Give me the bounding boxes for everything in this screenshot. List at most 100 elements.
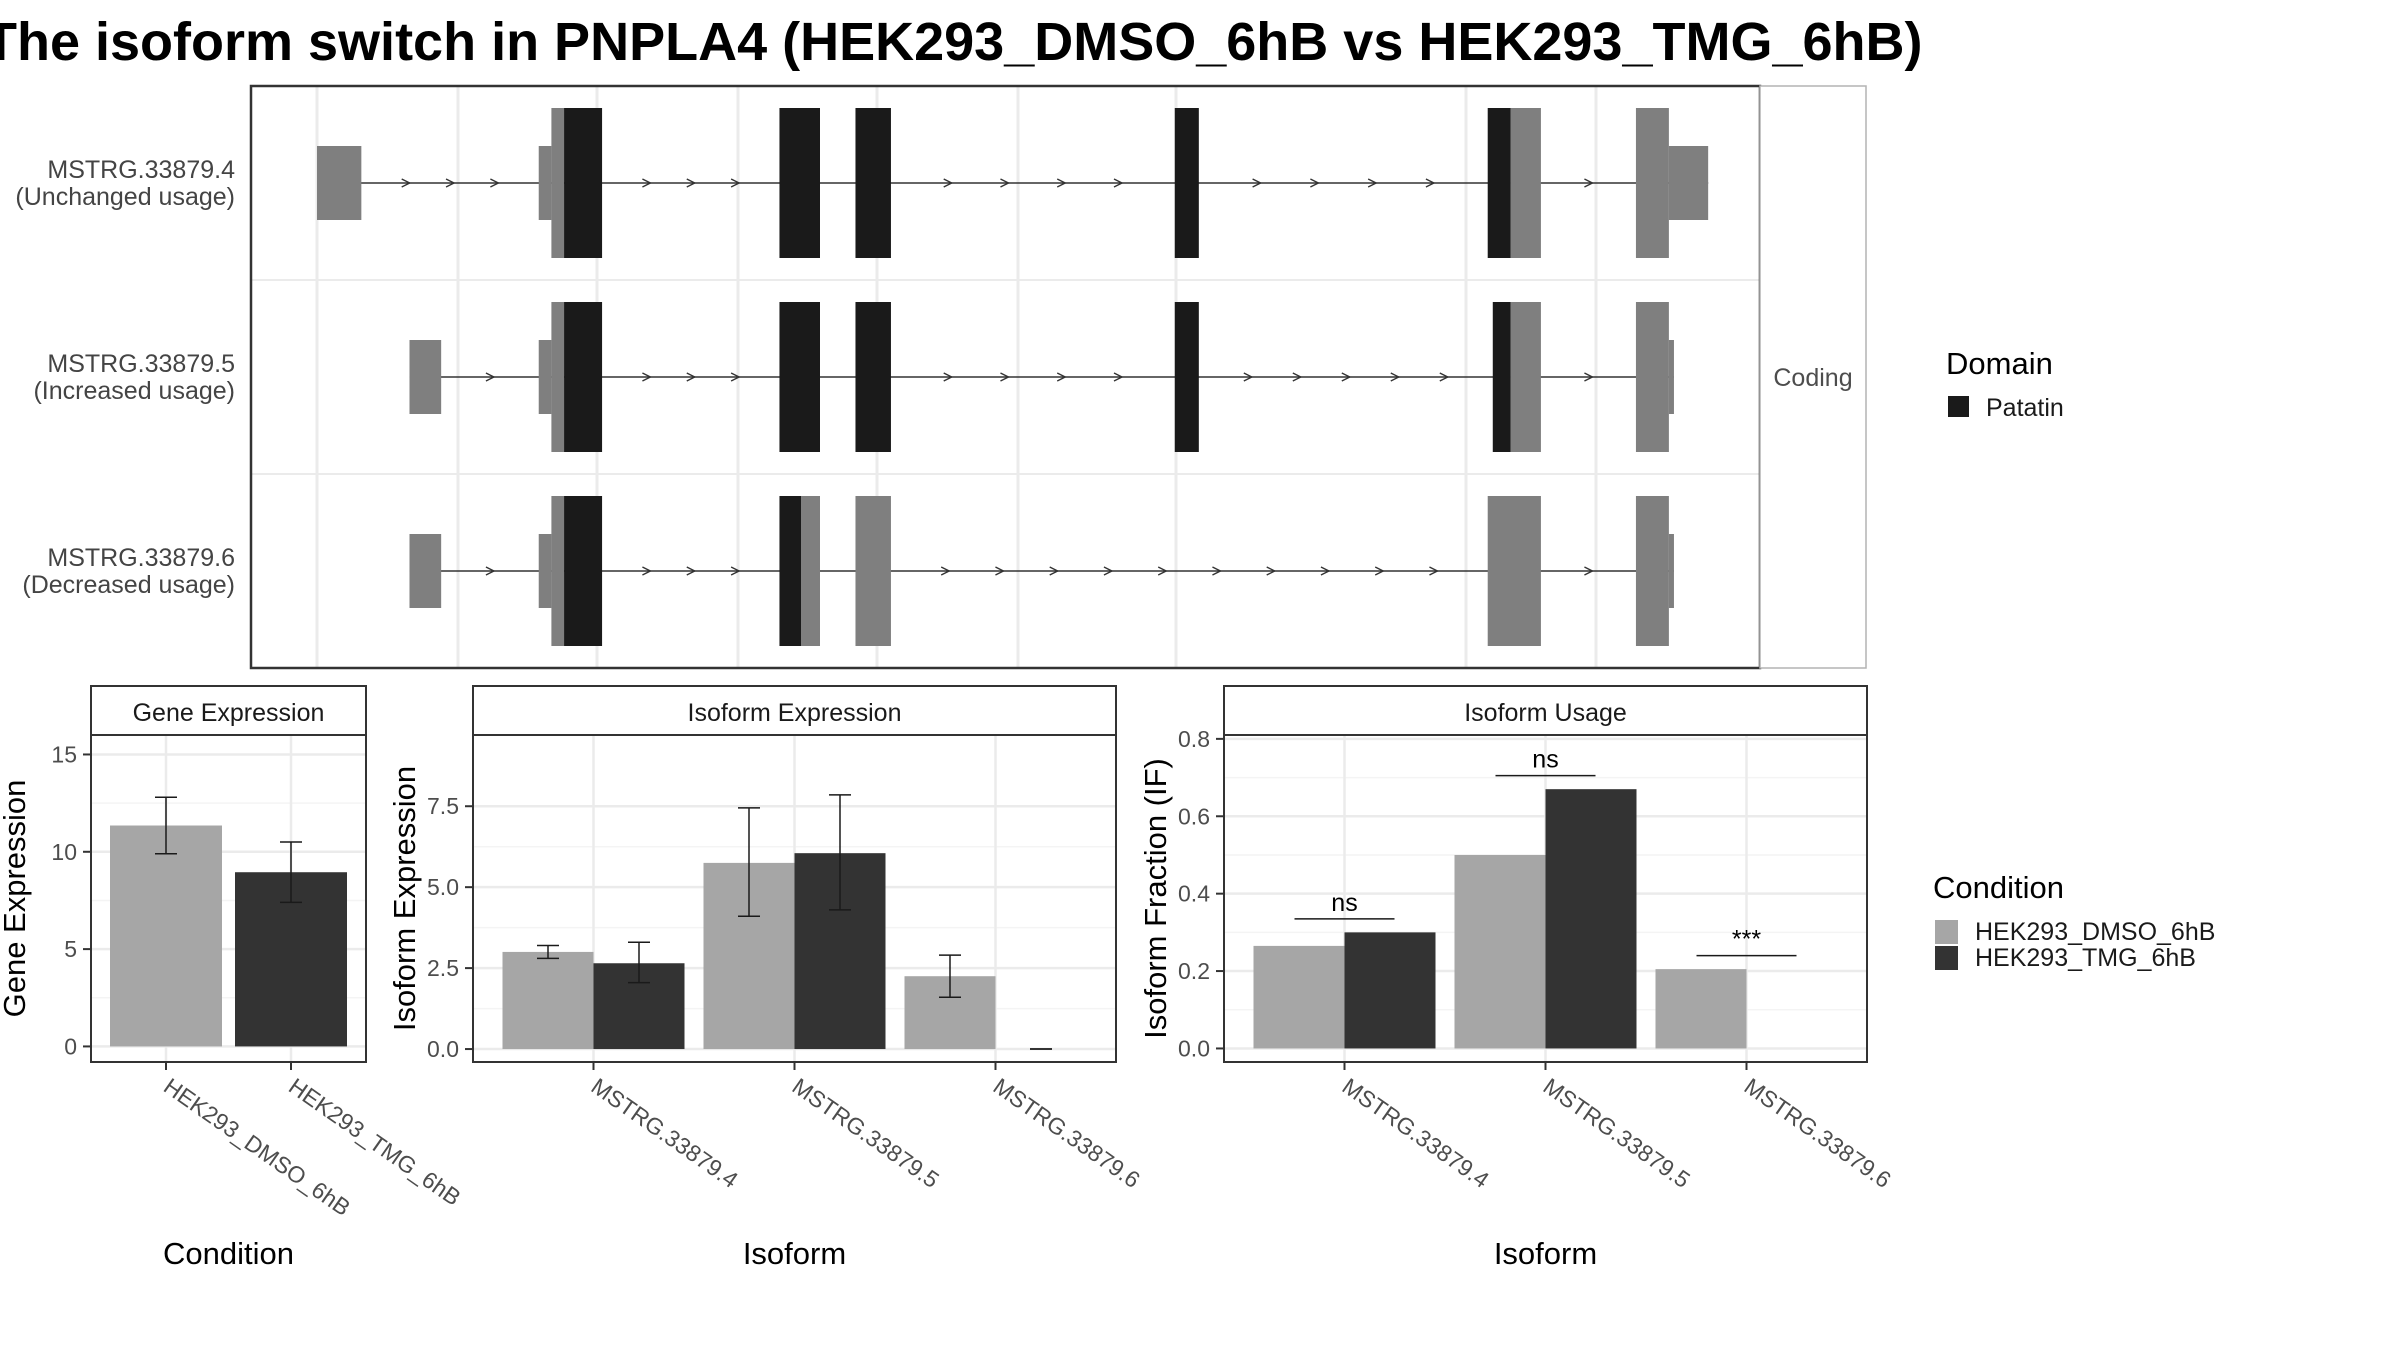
intron-arrow bbox=[1266, 566, 1277, 576]
exon-domain bbox=[564, 108, 603, 258]
bar bbox=[110, 825, 222, 1047]
panel-strip bbox=[472, 685, 1117, 736]
intron-arrow bbox=[642, 566, 652, 576]
intron-arrow bbox=[490, 178, 500, 188]
intron-arrow bbox=[401, 178, 412, 188]
exon-domain bbox=[1487, 108, 1511, 258]
y-tick-label: 0.8 bbox=[1178, 726, 1210, 752]
exon-domain bbox=[1174, 302, 1199, 452]
y-tick-label: 2.5 bbox=[427, 955, 459, 981]
y-tick-label: 0.2 bbox=[1178, 958, 1210, 984]
transcript-MSTRG.33879.6 bbox=[409, 496, 1674, 646]
panel-strip-label: Gene Expression bbox=[133, 699, 325, 727]
intron-arrow bbox=[1584, 372, 1594, 382]
domain-legend-key bbox=[1948, 396, 1969, 417]
facet-label: Coding bbox=[1773, 364, 1852, 392]
panel-isoform-usage: ns ns *** Isoform Usage 0.0 0.2 0.4 0.6 0.8 MSTRG… bbox=[1138, 685, 1896, 1271]
bar bbox=[1253, 945, 1345, 1049]
intron-arrow bbox=[485, 566, 496, 576]
domain-legend-label: Patatin bbox=[1986, 394, 2064, 422]
condition-legend-key bbox=[1935, 920, 1958, 944]
y-axis-title: Isoform Expression bbox=[387, 766, 422, 1031]
transcript-structure-panel: MSTRG.33879.4(Unchanged usage) MSTRG.3387… bbox=[15, 84, 1867, 670]
exon-domain bbox=[1174, 108, 1199, 258]
x-axis-title: Condition bbox=[163, 1236, 294, 1271]
x-tick-label: MSTRG.33879.5 bbox=[1539, 1073, 1695, 1193]
exon-domain bbox=[855, 302, 891, 452]
significance-label: *** bbox=[1732, 926, 1761, 954]
y-tick-label: 0.4 bbox=[1178, 881, 1210, 907]
intron-arrow bbox=[1212, 566, 1223, 576]
y-tick-label: 15 bbox=[51, 741, 77, 767]
exon-utr bbox=[855, 496, 891, 646]
intron-arrow bbox=[1320, 566, 1331, 576]
exon-utr bbox=[1635, 108, 1669, 258]
transcript-usage: (Unchanged usage) bbox=[15, 183, 235, 211]
exon-utr bbox=[1510, 302, 1541, 452]
intron-arrow bbox=[485, 372, 496, 382]
exon-utr bbox=[538, 534, 552, 608]
intron-arrow bbox=[1429, 566, 1440, 576]
intron-arrow bbox=[1049, 566, 1060, 576]
x-axis-title: Isoform bbox=[743, 1236, 846, 1271]
panel-strip-label: Isoform Usage bbox=[1464, 699, 1627, 727]
y-tick-label: 10 bbox=[51, 839, 77, 865]
intron-arrow bbox=[445, 178, 456, 188]
exon-utr bbox=[1635, 496, 1669, 646]
y-tick-label: 0.0 bbox=[427, 1036, 459, 1062]
panel-strip-label: Isoform Expression bbox=[688, 699, 902, 727]
domain-legend: Domain Patatin bbox=[1946, 346, 2064, 422]
intron-arrow bbox=[1292, 372, 1303, 382]
x-tick-label: MSTRG.33879.6 bbox=[1740, 1073, 1896, 1193]
x-axis-title: Isoform bbox=[1494, 1236, 1597, 1271]
domain-legend-title: Domain bbox=[1946, 346, 2053, 381]
intron-arrow bbox=[1252, 178, 1263, 188]
y-tick-label: 0 bbox=[64, 1033, 77, 1059]
bar bbox=[502, 951, 594, 1050]
intron-arrow bbox=[1000, 372, 1011, 382]
intron-arrow bbox=[1157, 566, 1168, 576]
significance-label: ns bbox=[1331, 889, 1357, 917]
exon-domain bbox=[779, 302, 820, 452]
bar bbox=[1545, 789, 1637, 1049]
intron-arrow bbox=[730, 178, 741, 188]
intron-arrow bbox=[943, 372, 954, 382]
exon-domain bbox=[1492, 302, 1511, 452]
intron-arrow bbox=[642, 178, 652, 188]
bar bbox=[1344, 932, 1436, 1049]
exon-utr bbox=[1487, 496, 1541, 646]
panel-isoform-expression: Isoform Expression0.02.55.07.5MSTRG.3387… bbox=[387, 685, 1145, 1271]
transcript-MSTRG.33879.5 bbox=[409, 302, 1674, 452]
exon-utr bbox=[1668, 146, 1709, 220]
intron-arrow bbox=[1000, 178, 1011, 188]
y-tick-label: 0.6 bbox=[1178, 803, 1210, 829]
intron-arrow bbox=[1439, 372, 1450, 382]
x-tick-label: MSTRG.33879.4 bbox=[1338, 1073, 1494, 1193]
intron-arrow bbox=[1310, 178, 1320, 188]
bar bbox=[1454, 854, 1546, 1049]
y-tick-label: 0.0 bbox=[1178, 1035, 1210, 1061]
transcript-usage: (Increased usage) bbox=[33, 377, 235, 405]
x-tick-label: MSTRG.33879.6 bbox=[989, 1073, 1145, 1193]
exon-utr bbox=[538, 340, 552, 414]
y-axis-title: Gene Expression bbox=[0, 780, 32, 1018]
intron-arrow bbox=[1113, 372, 1124, 382]
y-tick-label: 7.5 bbox=[427, 793, 459, 819]
exon-utr bbox=[1510, 108, 1541, 258]
intron-arrow bbox=[686, 566, 697, 576]
intron-arrow bbox=[995, 566, 1006, 576]
exon-utr bbox=[538, 146, 552, 220]
exon-domain bbox=[779, 108, 820, 258]
panel-strip bbox=[1223, 685, 1868, 736]
transcript-usage: (Decreased usage) bbox=[22, 571, 235, 599]
transcript-MSTRG.33879.4 bbox=[317, 108, 1709, 258]
y-tick-label: 5 bbox=[64, 936, 77, 962]
condition-legend-label: HEK293_DMSO_6hB bbox=[1975, 918, 2215, 946]
intron-arrow bbox=[1367, 178, 1378, 188]
condition-legend-label: HEK293_TMG_6hB bbox=[1975, 944, 2196, 972]
intron-arrow bbox=[1113, 178, 1124, 188]
intron-arrow bbox=[730, 372, 741, 382]
intron-arrow bbox=[1390, 372, 1401, 382]
